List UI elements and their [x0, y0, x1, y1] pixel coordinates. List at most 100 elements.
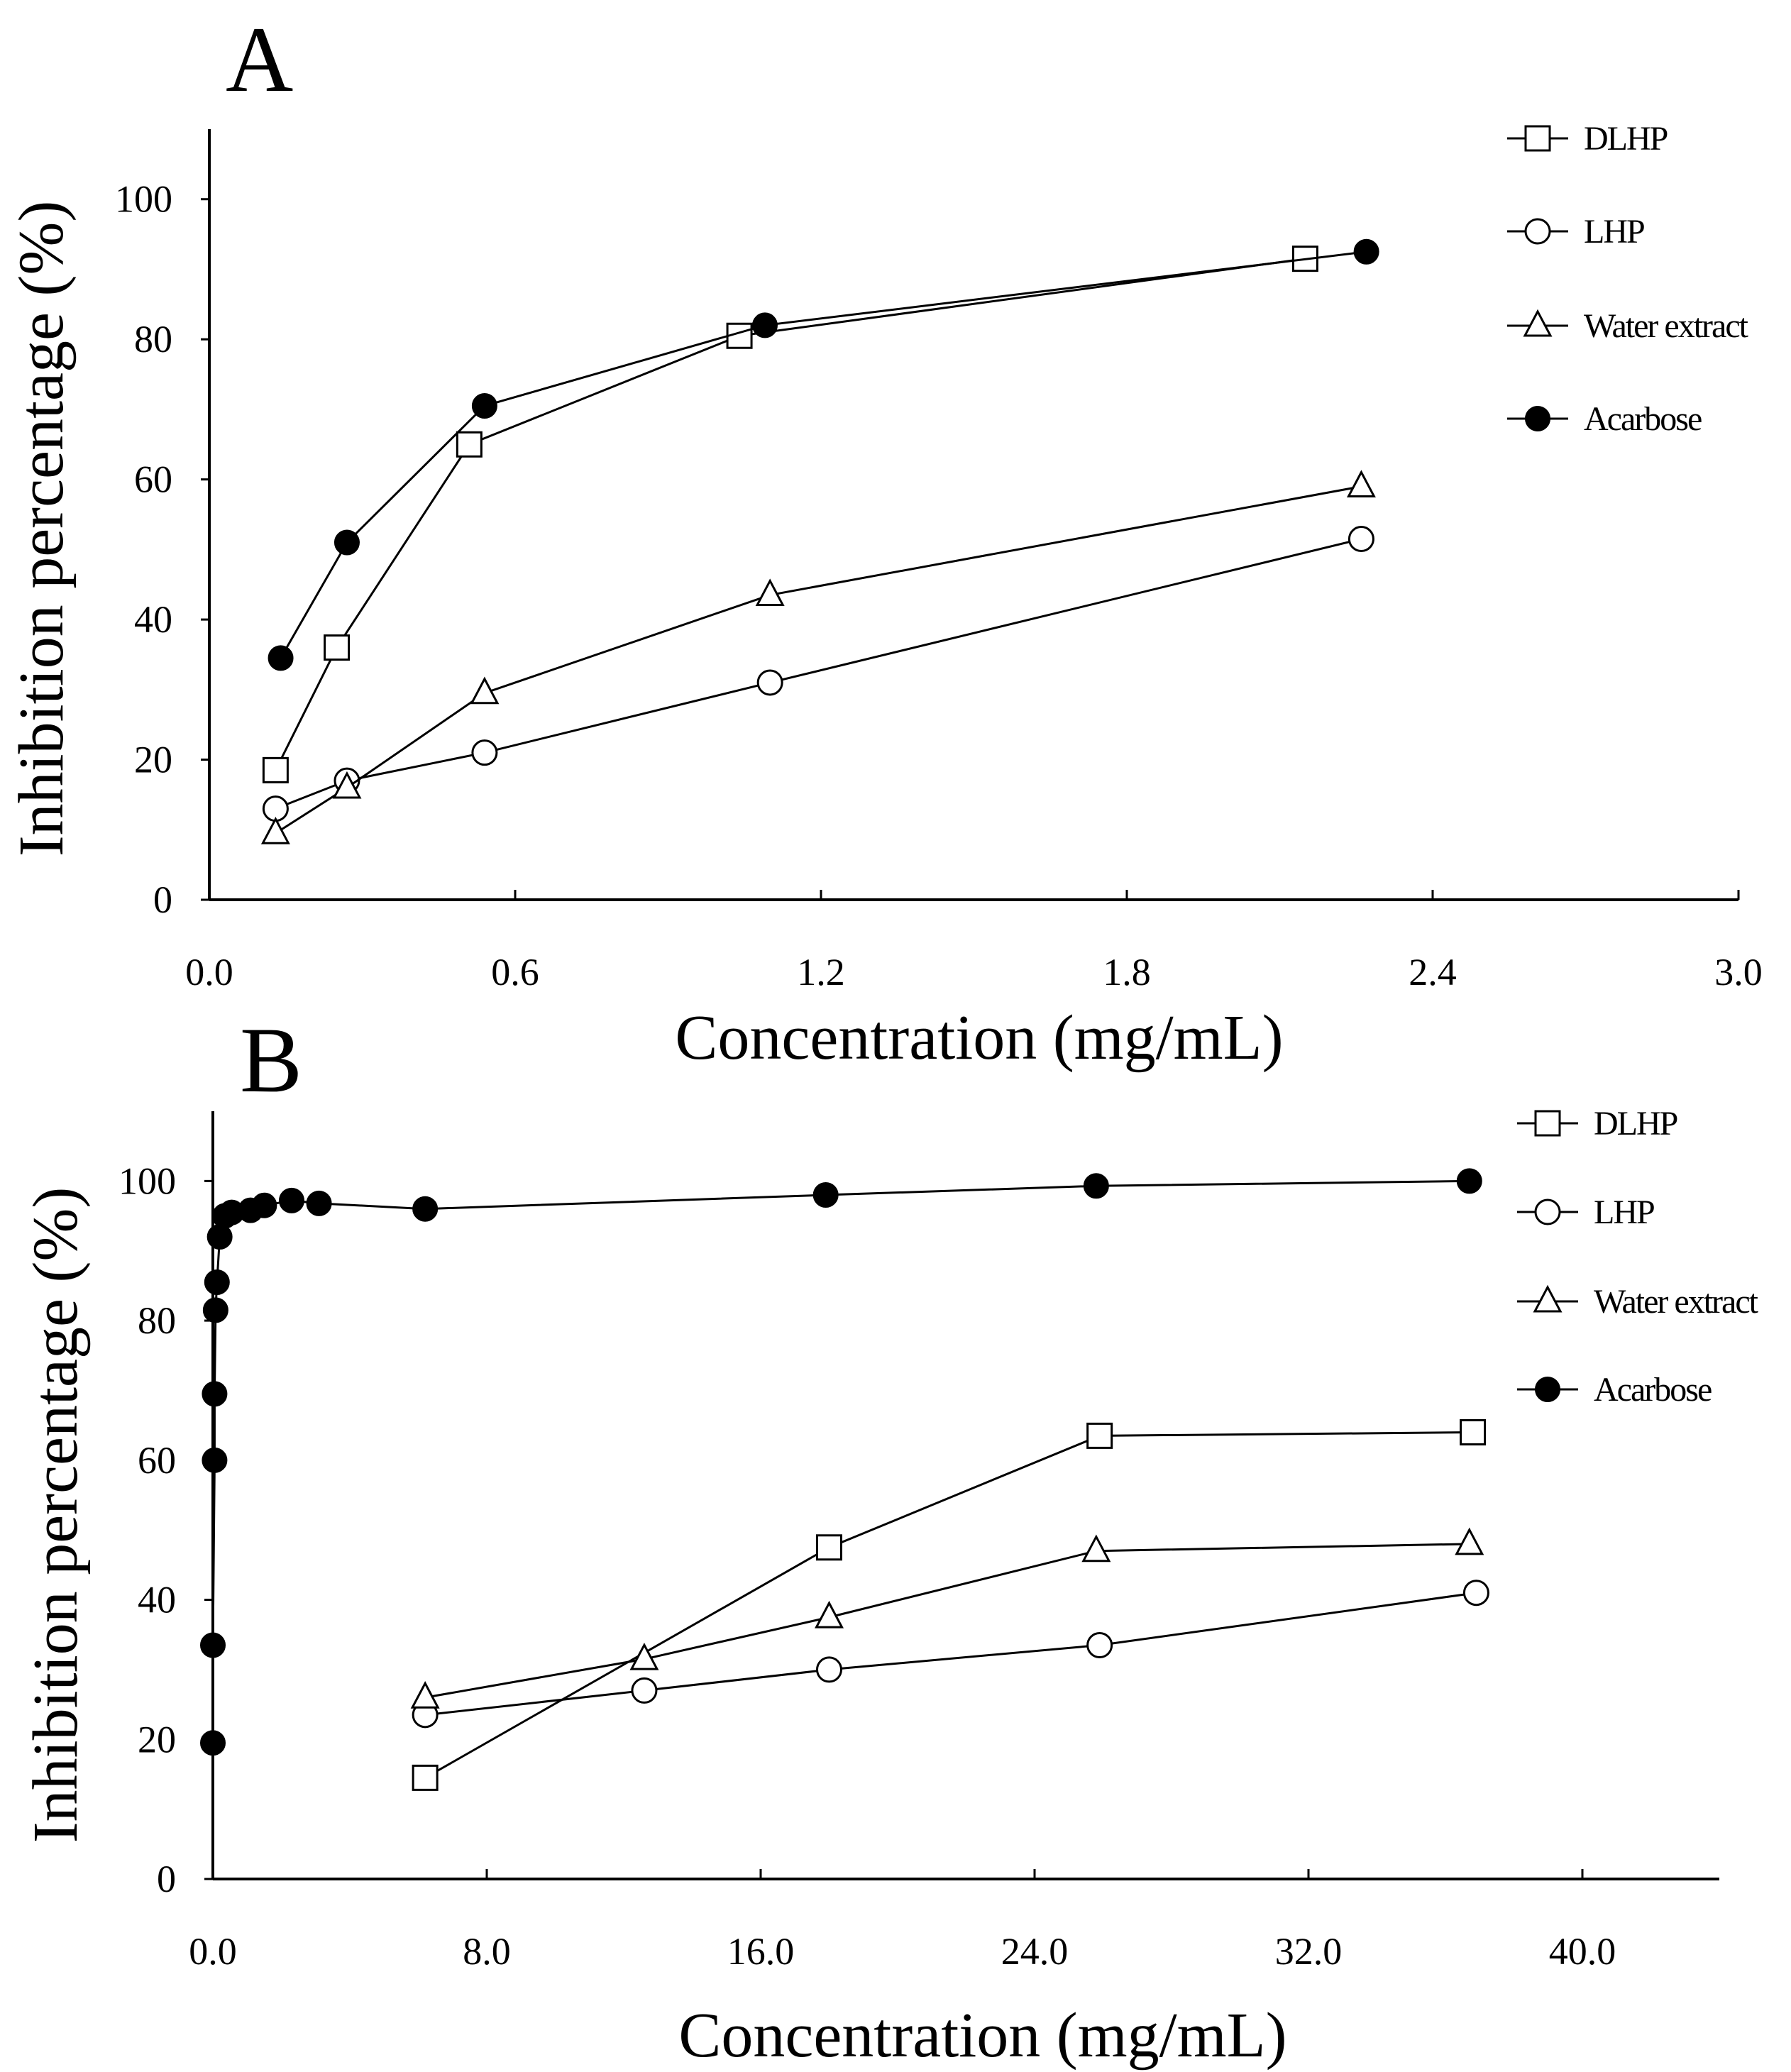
panel-b-series-line-water-extract: [424, 1543, 1470, 1699]
panel-b-point-dlhp: [1086, 1422, 1113, 1449]
panel-a-y-tick-label: 0: [153, 878, 172, 921]
panel-b-point-acarbose: [278, 1187, 304, 1213]
panel-a-legend-entry-dlhp: DLHP: [1507, 120, 1669, 158]
panel-b-legend-marker-dlhp: [1534, 1110, 1561, 1137]
panel-b-x-axis-title: Concentration (mg/mL): [678, 2000, 1286, 2071]
panel-b: B Concentration (mg/mL) Inhibition perce…: [21, 1008, 1760, 2071]
panel-a-point-water-extract: [755, 578, 785, 607]
panel-b-point-water-extract: [629, 1642, 659, 1670]
panel-b-point-acarbose: [202, 1381, 228, 1407]
panel-a-legend-marker-lhp: [1524, 218, 1551, 245]
panel-b-y-tick-label: 20: [138, 1718, 176, 1760]
panel-b-legend-marker-lhp: [1534, 1198, 1561, 1225]
panel-b-x-tick-label: 32.0: [1275, 1930, 1343, 1973]
panel-a-series-water-extract: [260, 470, 1376, 844]
panel-a-legend-marker-acarbose: [1525, 406, 1550, 431]
panel-b-y-tick-label: 60: [138, 1439, 176, 1482]
panel-b-point-acarbose: [200, 1632, 226, 1658]
panel-a-point-water-extract: [260, 817, 290, 844]
panel-a-point-acarbose: [334, 529, 360, 556]
panel-a-axes: 0 20 40 60 80 100 0.0 0.6 1.2 1.8 2.4 3.0: [115, 129, 1763, 993]
panel-a-point-water-extract: [332, 771, 362, 799]
panel-b-x-tick-label: 40.0: [1549, 1930, 1616, 1973]
panel-a-point-dlhp: [262, 756, 289, 783]
panel-b-series-line-dlhp: [424, 1431, 1473, 1779]
panel-b-legend-marker-acarbose: [1535, 1377, 1560, 1402]
panel-b-series-acarbose: [200, 1168, 1482, 1756]
panel-a-legend-marker-dlhp: [1524, 125, 1551, 152]
panel-a-series-line-water-extract: [275, 485, 1362, 834]
panel-b-x-tick-label: 24.0: [1001, 1930, 1069, 1973]
panel-b-point-acarbose: [251, 1192, 277, 1218]
panel-a-x-tick-label: 1.2: [797, 951, 845, 993]
panel-a-point-dlhp: [456, 431, 483, 458]
panel-b-point-water-extract: [1081, 1534, 1111, 1563]
panel-b-x-tick-label: 16.0: [727, 1930, 795, 1973]
panel-b-legend-label: DLHP: [1594, 1105, 1677, 1142]
panel-a-y-axis-title: Inhibition percentage (%): [6, 201, 77, 857]
panel-b-point-water-extract: [410, 1681, 440, 1709]
panel-a-y-tick-label: 100: [115, 178, 172, 221]
panel-b-point-water-extract: [1455, 1527, 1484, 1555]
panel-b-axes: 0 20 40 60 80 100 0.0 8.0 16.0 24.0 32.0 40.0: [119, 1111, 1719, 1973]
panel-b-point-acarbose: [412, 1196, 439, 1222]
panel-a: A Concentration (mg/mL) Inhibition perce…: [6, 7, 1763, 1073]
panel-a-legend-marker-water-extract: [1523, 309, 1553, 337]
panel-b-point-lhp: [816, 1656, 842, 1683]
panel-b-legend-entry-acarbose: Acarbose: [1517, 1371, 1713, 1409]
panel-a-point-water-extract: [470, 676, 500, 705]
panel-b-point-dlhp: [816, 1534, 842, 1561]
panel-a-series-line-dlhp: [275, 258, 1306, 771]
panel-b-legend-entry-lhp: LHP: [1517, 1194, 1655, 1231]
panel-b-point-lhp: [631, 1677, 658, 1704]
panel-a-y-tick-label: 20: [134, 739, 172, 781]
panel-b-y-tick-label: 0: [157, 1858, 176, 1900]
panel-b-point-lhp: [1086, 1631, 1113, 1658]
panel-b-series-line-lhp: [424, 1592, 1477, 1716]
panel-b-x-tick-label: 8.0: [463, 1930, 511, 1973]
panel-b-legend-marker-water-extract: [1533, 1284, 1563, 1313]
panel-a-x-tick-label: 3.0: [1714, 951, 1763, 993]
panel-a-x-tick-label: 2.4: [1409, 951, 1457, 993]
panel-a-x-tick-label: 0.0: [185, 951, 233, 993]
panel-b-point-acarbose: [202, 1297, 228, 1323]
panel-a-y-tick-label: 60: [134, 458, 172, 501]
panel-a-point-acarbose: [751, 312, 778, 338]
panel-b-point-acarbose: [1456, 1168, 1482, 1194]
panel-a-point-acarbose: [471, 392, 497, 419]
panel-b-point-acarbose: [812, 1182, 839, 1208]
panel-a-point-water-extract: [1346, 470, 1376, 498]
panel-b-point-acarbose: [200, 1730, 226, 1756]
panel-a-point-lhp: [1348, 526, 1374, 553]
panel-b-series-water-extract: [410, 1527, 1484, 1709]
panel-b-y-tick-label: 40: [138, 1579, 176, 1621]
panel-a-legend-entry-acarbose: Acarbose: [1507, 400, 1703, 438]
panel-b-y-tick-label: 80: [138, 1299, 176, 1342]
panel-a-legend-entry-lhp: LHP: [1507, 213, 1646, 250]
panel-a-point-acarbose: [268, 645, 294, 671]
panel-b-label: B: [240, 1008, 302, 1112]
panel-b-y-tick-label: 100: [119, 1159, 176, 1202]
panel-b-y-axis-title: Inhibition percentage (%): [21, 1187, 91, 1844]
panel-a-point-dlhp: [324, 634, 351, 661]
panel-a-x-tick-label: 0.6: [491, 951, 539, 993]
panel-b-legend: DLHP LHP Water extract Acarbose: [1517, 1105, 1760, 1409]
panel-a-series-dlhp: [262, 246, 1318, 783]
panel-a-series-acarbose: [268, 238, 1379, 671]
panel-a-legend-entry-water-extract: Water extract: [1507, 307, 1751, 345]
panel-a-series-line-lhp: [275, 538, 1362, 810]
panel-b-series-dlhp: [412, 1418, 1487, 1791]
panel-b-series-lhp: [412, 1580, 1489, 1729]
panel-b-point-lhp: [1462, 1580, 1489, 1607]
panel-a-x-axis-title: Concentration (mg/mL): [675, 1003, 1283, 1073]
panel-a-series-line-acarbose: [280, 250, 1367, 659]
panel-b-point-dlhp: [412, 1764, 439, 1791]
panel-b-point-acarbose: [204, 1269, 230, 1295]
panel-a-legend-label: DLHP: [1584, 120, 1668, 158]
panel-b-legend-label: LHP: [1594, 1194, 1654, 1231]
panel-a-legend: DLHP LHP Water extract Acarbose: [1507, 120, 1751, 438]
panel-a-label: A: [226, 7, 293, 111]
panel-a-series: [260, 238, 1379, 844]
